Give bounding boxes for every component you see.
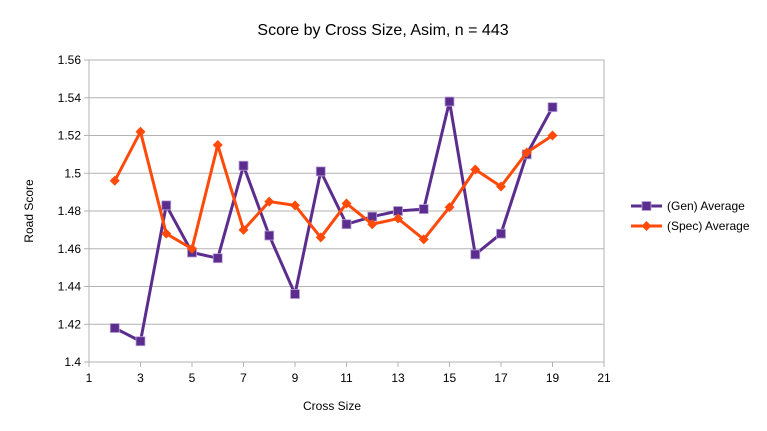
- x-tick-label: 9: [292, 371, 299, 385]
- x-tick-label: 19: [546, 371, 560, 385]
- y-tick-label: 1.48: [58, 204, 82, 218]
- y-tick-label: 1.42: [58, 317, 82, 331]
- data-point: [418, 234, 429, 245]
- data-point: [496, 228, 506, 239]
- legend-item: (Spec) Average: [631, 219, 750, 233]
- y-tick-label: 1.56: [58, 53, 82, 67]
- data-point: [264, 196, 275, 207]
- data-point: [367, 219, 378, 230]
- data-point: [444, 202, 455, 213]
- legend-marker: [641, 201, 652, 211]
- data-point: [238, 224, 249, 235]
- data-point: [290, 289, 300, 299]
- data-point: [496, 181, 506, 192]
- data-point: [135, 126, 146, 137]
- data-point: [470, 249, 481, 260]
- series-line: [113, 130, 554, 251]
- data-point: [135, 336, 146, 347]
- legend-label: (Spec) Average: [667, 219, 750, 233]
- data-point: [290, 200, 300, 211]
- y-tick-label: 1.4: [64, 355, 81, 369]
- data-point: [315, 166, 326, 177]
- data-point: [418, 204, 429, 215]
- y-tick-label: 1.44: [58, 280, 82, 294]
- chart-title: Score by Cross Size, Asim, n = 443: [257, 22, 508, 39]
- y-axis-title: Road Score: [22, 179, 36, 243]
- series-group: [109, 96, 558, 347]
- data-point: [161, 228, 172, 239]
- data-point: [393, 213, 403, 224]
- data-point: [470, 164, 481, 175]
- x-axis-title: Cross Size: [303, 399, 361, 413]
- legend-item: (Gen) Average: [631, 199, 745, 213]
- y-tick-label: 1.54: [58, 91, 82, 105]
- x-tick-label: 1: [86, 371, 93, 385]
- y-tick-label: 1.5: [64, 166, 81, 180]
- data-point: [521, 147, 532, 158]
- data-point: [264, 230, 275, 241]
- x-tick-label: 17: [494, 371, 508, 385]
- data-point: [212, 139, 223, 150]
- x-tick-label: 13: [391, 371, 405, 385]
- data-point: [109, 175, 120, 186]
- legend-label: (Gen) Average: [667, 199, 745, 213]
- data-point: [315, 232, 326, 243]
- x-axis-ticks: 1 3 5 7 9 11 13 15 17 19 21: [86, 362, 611, 385]
- y-tick-label: 1.52: [58, 129, 82, 143]
- y-axis-ticks: 1.4 1.42 1.44 1.46 1.48 1.5 1.52 1.54 1.56: [58, 53, 89, 369]
- x-tick-label: 7: [240, 371, 247, 385]
- data-point: [547, 130, 558, 141]
- legend-marker: [641, 221, 652, 231]
- x-tick-label: 3: [137, 371, 144, 385]
- y-tick-label: 1.46: [58, 242, 82, 256]
- data-point: [109, 323, 120, 333]
- x-tick-label: 11: [340, 371, 353, 385]
- data-point: [341, 198, 352, 209]
- x-tick-label: 15: [443, 371, 457, 385]
- data-point: [444, 96, 455, 107]
- x-tick-label: 5: [189, 371, 196, 385]
- data-point: [212, 253, 223, 264]
- legend: (Gen) Average (Spec) Average: [631, 199, 750, 233]
- series-spec-average: [109, 126, 558, 254]
- data-point: [547, 102, 558, 113]
- data-point: [238, 160, 249, 171]
- x-tick-label: 21: [597, 371, 611, 385]
- data-point: [187, 243, 197, 254]
- data-point: [161, 200, 172, 211]
- data-point: [341, 219, 352, 230]
